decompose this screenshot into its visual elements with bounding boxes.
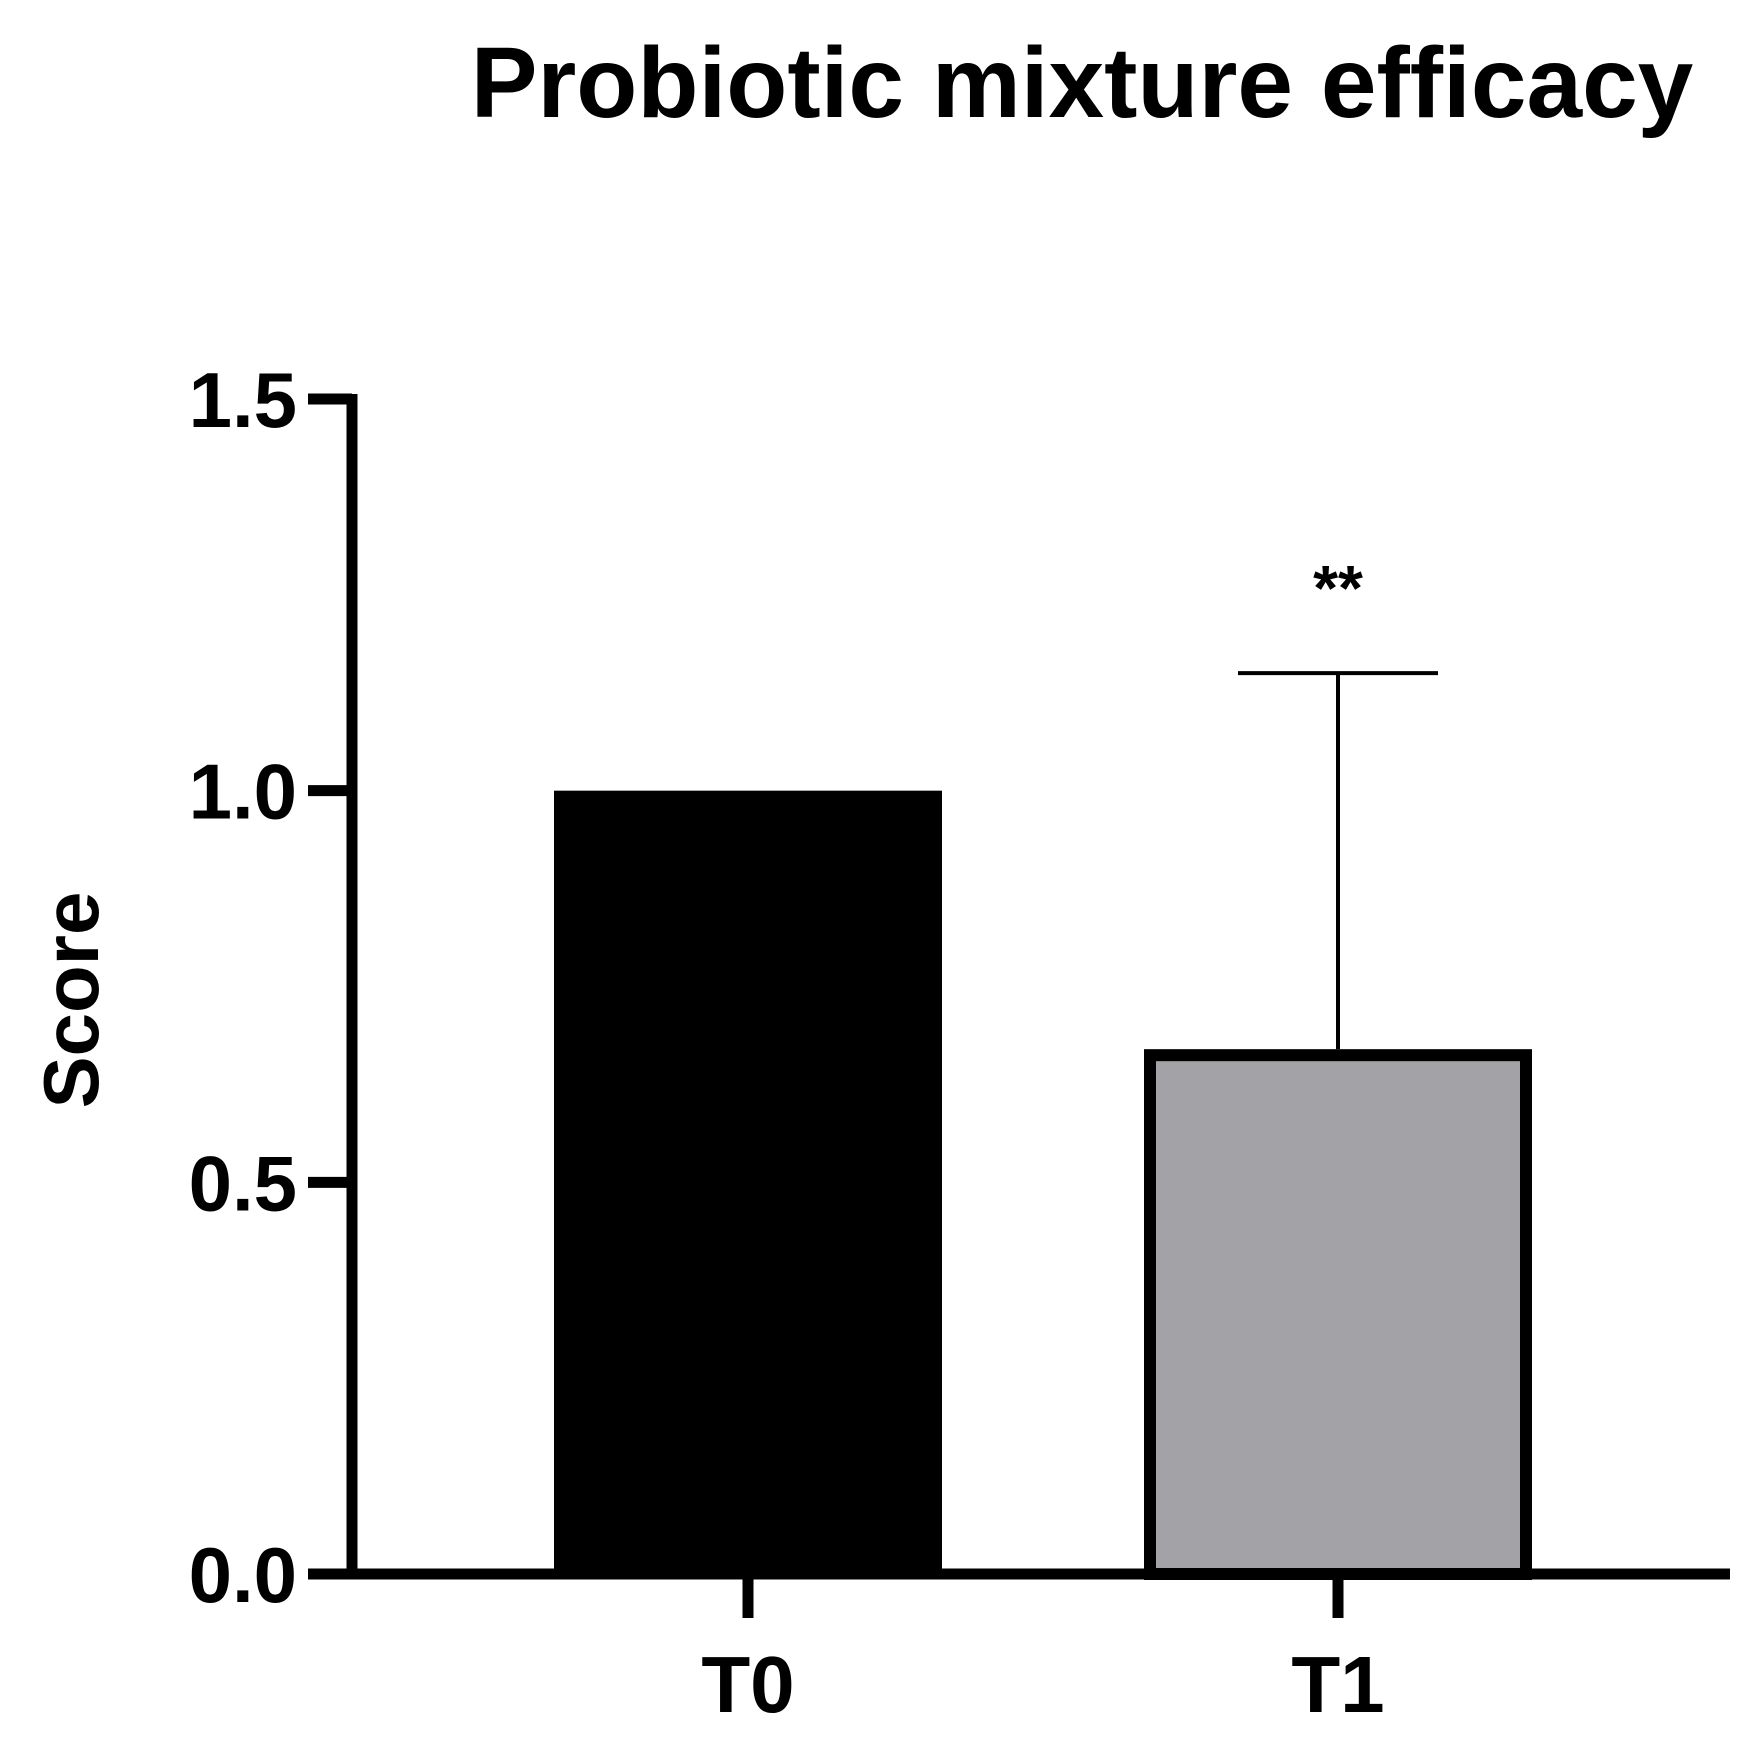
y-tick-label: 0.5 [189, 1139, 297, 1227]
bar-t0 [554, 790, 942, 1574]
chart-title: Probiotic mixture efficacy [471, 27, 1694, 139]
significance-label: ** [1313, 552, 1363, 624]
plot-area: ** [554, 552, 1532, 1580]
x-tick-label: T1 [1291, 1640, 1384, 1729]
y-axis-label: Score [27, 892, 115, 1109]
bar-t1 [1144, 1049, 1532, 1580]
axes: T0 T1 0.0 0.5 1.0 1.5 [189, 356, 1730, 1729]
y-tick-label: 1.0 [189, 748, 297, 836]
y-tick-label: 0.0 [189, 1531, 297, 1619]
y-tick-label: 1.5 [189, 356, 297, 444]
x-tick-label: T0 [701, 1640, 794, 1729]
